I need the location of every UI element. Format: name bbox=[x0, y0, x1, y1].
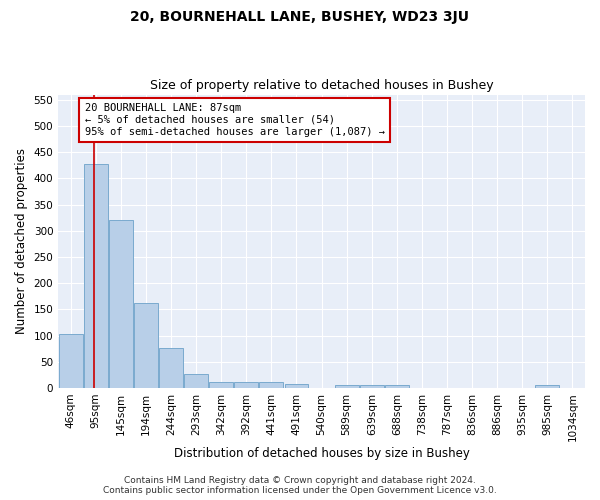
Y-axis label: Number of detached properties: Number of detached properties bbox=[15, 148, 28, 334]
Bar bbox=[235, 382, 258, 388]
Text: 20, BOURNEHALL LANE, BUSHEY, WD23 3JU: 20, BOURNEHALL LANE, BUSHEY, WD23 3JU bbox=[131, 10, 470, 24]
Bar bbox=[59, 334, 83, 388]
Title: Size of property relative to detached houses in Bushey: Size of property relative to detached ho… bbox=[150, 79, 493, 92]
Bar bbox=[209, 382, 233, 388]
Bar bbox=[335, 386, 359, 388]
Bar bbox=[259, 382, 283, 388]
Bar bbox=[385, 386, 409, 388]
Bar bbox=[84, 164, 108, 388]
Bar bbox=[360, 386, 383, 388]
Bar bbox=[159, 348, 183, 388]
Bar bbox=[109, 220, 133, 388]
Text: 20 BOURNEHALL LANE: 87sqm
← 5% of detached houses are smaller (54)
95% of semi-d: 20 BOURNEHALL LANE: 87sqm ← 5% of detach… bbox=[85, 104, 385, 136]
Bar bbox=[134, 302, 158, 388]
X-axis label: Distribution of detached houses by size in Bushey: Distribution of detached houses by size … bbox=[173, 447, 470, 460]
Bar bbox=[284, 384, 308, 388]
Bar bbox=[184, 374, 208, 388]
Text: Contains HM Land Registry data © Crown copyright and database right 2024.
Contai: Contains HM Land Registry data © Crown c… bbox=[103, 476, 497, 495]
Bar bbox=[535, 386, 559, 388]
